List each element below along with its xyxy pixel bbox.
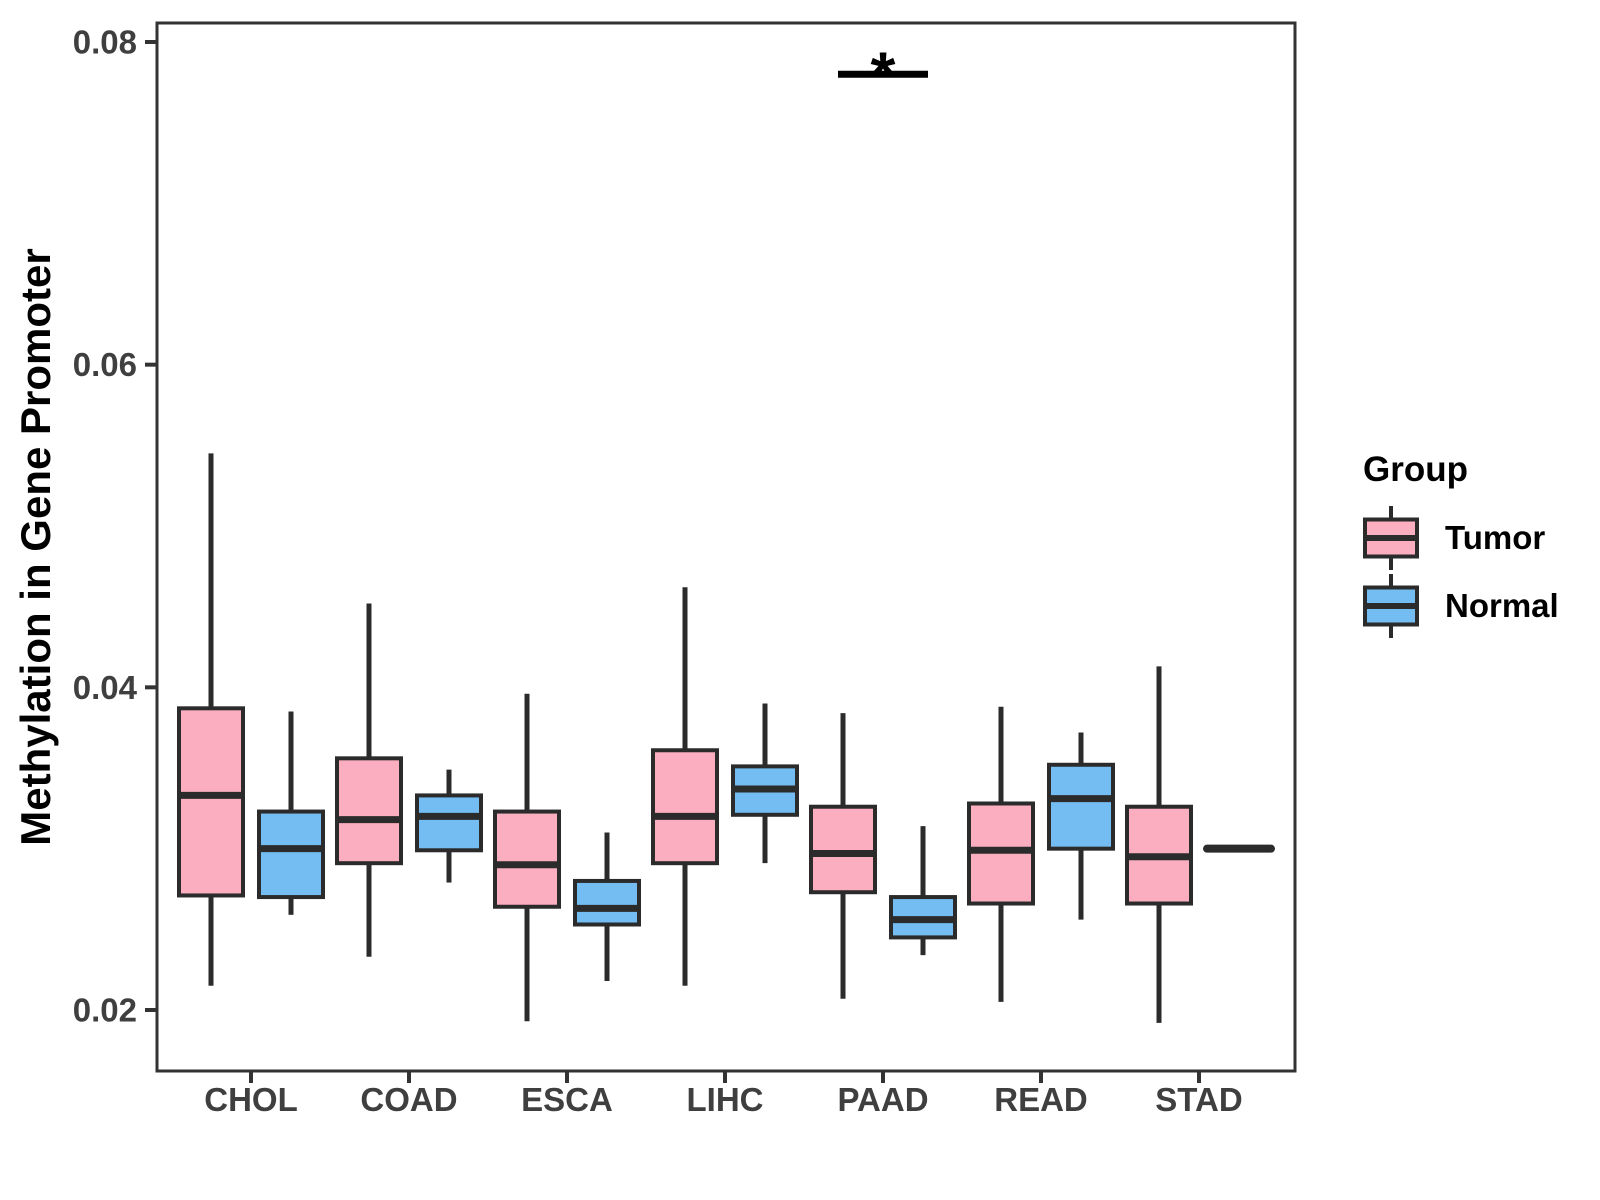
x-tick-label: READ bbox=[994, 1081, 1088, 1118]
x-tick-label: COAD bbox=[360, 1081, 457, 1118]
y-tick-label: 0.04 bbox=[73, 669, 138, 706]
legend: Group Tumor Normal bbox=[1363, 450, 1559, 640]
y-tick-label: 0.02 bbox=[73, 992, 137, 1029]
box-lihc-tumor bbox=[651, 748, 719, 866]
box-esca-tumor bbox=[493, 809, 561, 909]
box-coad-tumor bbox=[335, 756, 403, 866]
x-tick-label: LIHC bbox=[687, 1081, 764, 1118]
x-tick-label: STAD bbox=[1155, 1081, 1242, 1118]
box-esca-normal bbox=[573, 878, 641, 927]
x-tick-label: CHOL bbox=[204, 1081, 298, 1118]
legend-label-tumor: Tumor bbox=[1445, 519, 1546, 556]
legend-item-tumor: Tumor bbox=[1363, 504, 1559, 572]
x-tick-label: ESCA bbox=[521, 1081, 613, 1118]
legend-title: Group bbox=[1363, 450, 1468, 489]
box-chol-tumor bbox=[177, 706, 245, 898]
legend-label-normal: Normal bbox=[1445, 587, 1559, 624]
tumor-boxplot-key-icon bbox=[1363, 506, 1419, 570]
y-tick-label: 0.08 bbox=[73, 24, 137, 61]
box-paad-tumor bbox=[809, 804, 877, 895]
significance-star: * bbox=[871, 38, 896, 110]
plot-panel-border bbox=[155, 21, 1297, 1073]
box-chol-normal bbox=[257, 809, 325, 900]
legend-item-normal: Normal bbox=[1363, 572, 1559, 640]
box-coad-normal bbox=[415, 793, 483, 853]
y-tick-label: 0.06 bbox=[73, 346, 137, 383]
box-read-normal bbox=[1047, 762, 1115, 851]
x-tick-label: PAAD bbox=[837, 1081, 928, 1118]
normal-boxplot-key-icon bbox=[1363, 574, 1419, 638]
